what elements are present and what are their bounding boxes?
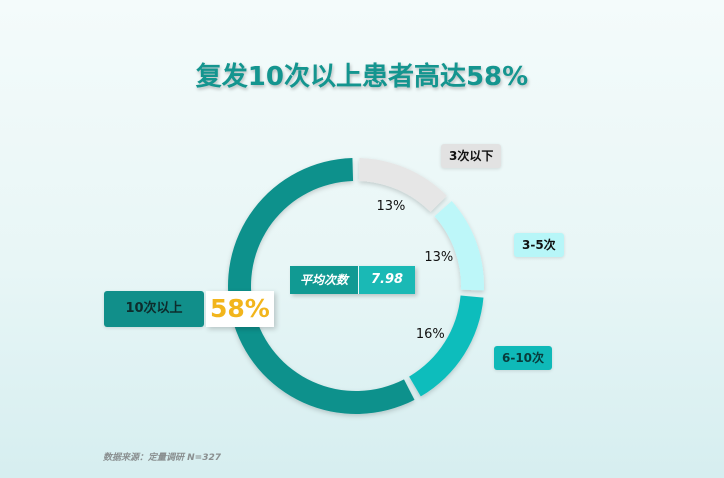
legend-tag-3-to-5: 3-5次 — [514, 233, 564, 257]
chart-title: 复发10次以上患者高达58% — [195, 62, 529, 92]
legend-tag-10-plus: 10次以上 — [104, 291, 204, 327]
donut-slice — [434, 201, 484, 291]
legend-tag-6-to-10: 6-10次 — [494, 346, 553, 370]
slice-percent-label: 13% — [376, 199, 405, 214]
slice-percent-label: 13% — [424, 250, 453, 265]
average-count-value: 7.98 — [359, 266, 416, 294]
slice-percent-label: 16% — [416, 327, 445, 342]
average-count-label: 平均次数 — [290, 266, 360, 294]
average-count-box: 平均次数 7.98 — [290, 266, 416, 294]
donut-slice — [358, 158, 447, 213]
data-source-note: 数据来源：定量调研 N=327 — [103, 453, 221, 463]
highlight-percentage: 58% — [206, 291, 274, 327]
legend-tag-under-3: 3次以下 — [441, 144, 502, 168]
donut-slice — [228, 158, 415, 414]
donut-slice — [409, 295, 484, 397]
